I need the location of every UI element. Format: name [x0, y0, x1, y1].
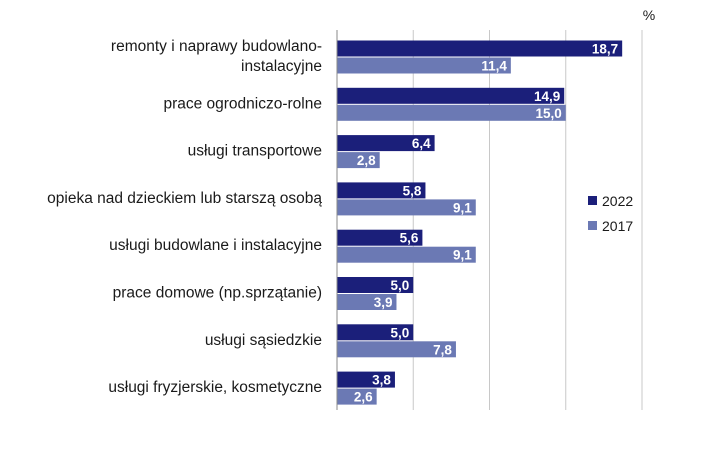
category-label: instalacyjne: [241, 58, 322, 75]
bar-2017: [337, 388, 377, 405]
data-label: 3,8: [372, 373, 391, 388]
data-label: 3,9: [374, 295, 393, 310]
legend-label: 2017: [602, 218, 633, 234]
data-label: 5,0: [390, 278, 409, 293]
bar-2022: [337, 40, 623, 57]
data-label: 11,4: [481, 59, 507, 74]
data-label: 18,7: [592, 42, 618, 57]
legend-label: 2022: [602, 193, 633, 209]
bar-2022: [337, 87, 565, 104]
legend: 2022 2017: [588, 193, 633, 234]
bar-2017: [337, 246, 476, 263]
bar-2017: [337, 294, 397, 310]
data-label: 5,0: [390, 325, 409, 340]
bars: 18,7 11,4 14,9 15,0 6,4 2,8 5,8 9,1 5,6 9,1 5,0 3,9…: [337, 40, 623, 405]
bar-2017: [337, 57, 511, 74]
data-label: 14,9: [534, 89, 560, 104]
data-label: 9,1: [453, 248, 472, 263]
bar-2022: [337, 135, 435, 152]
bar-2017: [337, 152, 380, 169]
bar-2017: [337, 341, 456, 358]
bar-2022: [337, 277, 414, 293]
category-labels: remonty i naprawy budowlano-instalacyjne…: [47, 38, 322, 396]
category-label: usługi fryzjerskie, kosmetyczne: [108, 379, 322, 396]
data-label: 2,6: [354, 390, 373, 405]
legend-swatch: [588, 196, 597, 205]
bar-2017: [337, 104, 566, 121]
data-label: 7,8: [433, 342, 452, 357]
category-label: usługi transportowe: [188, 143, 322, 160]
data-label: 9,1: [453, 200, 472, 215]
data-label: 6,4: [412, 136, 431, 151]
category-label: opieka nad dzieckiem lub starszą osobą: [47, 190, 322, 207]
bar-2022: [337, 371, 395, 388]
category-label: usługi budowlane i instalacyjne: [109, 237, 322, 254]
data-label: 2,8: [357, 153, 376, 168]
legend-swatch: [588, 221, 597, 230]
bar-2017: [337, 199, 476, 216]
category-label: prace ogrodniczo-rolne: [163, 95, 322, 112]
data-label: 15,0: [535, 106, 561, 121]
category-label: usługi sąsiedzkie: [205, 332, 322, 349]
category-label: remonty i naprawy budowlano-: [111, 38, 322, 55]
category-label: prace domowe (np.sprzątanie): [113, 285, 322, 302]
data-label: 5,8: [403, 183, 422, 198]
bar-2022: [337, 229, 423, 246]
bar-2022: [337, 182, 426, 199]
data-label: 5,6: [400, 231, 419, 246]
unit-label: %: [643, 7, 655, 23]
bar-2022: [337, 324, 414, 341]
